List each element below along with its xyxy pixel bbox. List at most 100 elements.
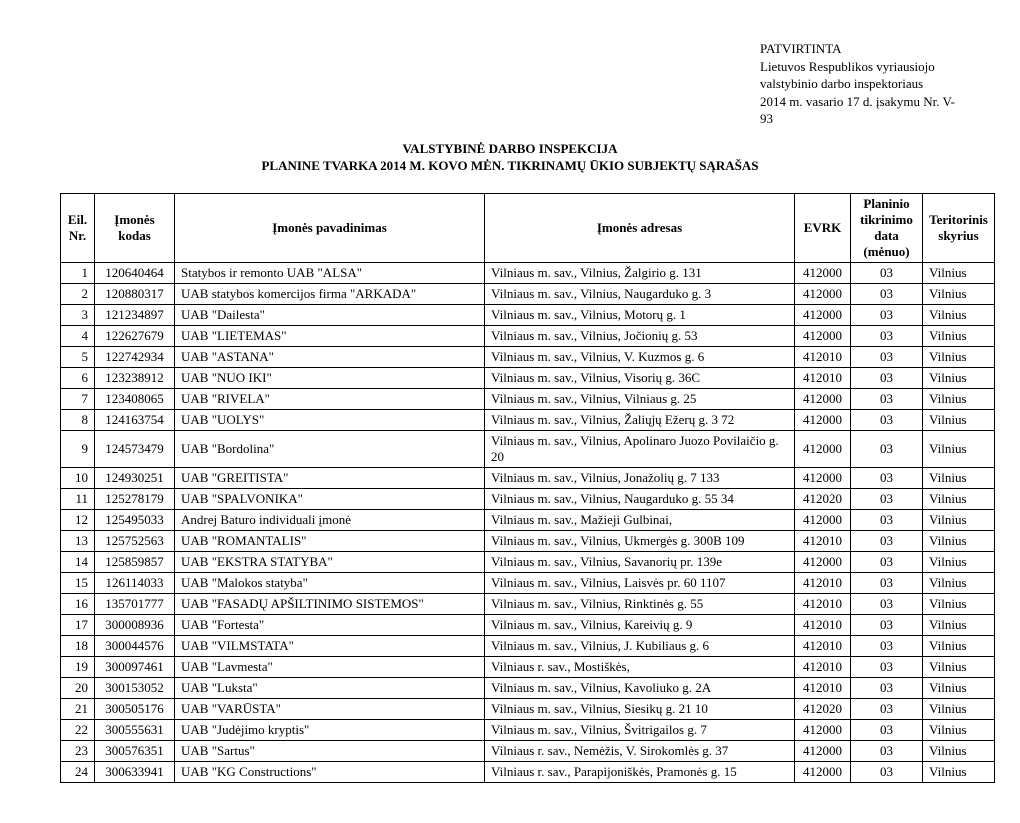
cell-evrk: 412000 [795, 388, 851, 409]
document-header: VALSTYBINĖ DARBO INSPEKCIJA PLANINE TVAR… [60, 140, 960, 175]
cell-code: 125495033 [95, 509, 175, 530]
cell-nr: 17 [61, 614, 95, 635]
cell-region: Vilnius [923, 614, 995, 635]
cell-evrk: 412010 [795, 367, 851, 388]
cell-evrk: 412000 [795, 409, 851, 430]
cell-evrk: 412020 [795, 698, 851, 719]
cell-region: Vilnius [923, 530, 995, 551]
cell-code: 120880317 [95, 283, 175, 304]
cell-code: 120640464 [95, 262, 175, 283]
table-body: 1120640464Statybos ir remonto UAB "ALSA"… [61, 262, 995, 782]
cell-evrk: 412010 [795, 346, 851, 367]
approval-line-2: Lietuvos Respublikos vyriausiojo [760, 58, 960, 76]
cell-code: 300097461 [95, 656, 175, 677]
cell-name: UAB "KG Constructions" [175, 761, 485, 782]
table-row: 4122627679UAB "LIETEMAS"Vilniaus m. sav.… [61, 325, 995, 346]
cell-code: 300044576 [95, 635, 175, 656]
cell-code: 124930251 [95, 467, 175, 488]
cell-code: 124163754 [95, 409, 175, 430]
cell-date: 03 [851, 430, 923, 467]
cell-nr: 20 [61, 677, 95, 698]
cell-addr: Vilniaus m. sav., Vilnius, Kareivių g. 9 [485, 614, 795, 635]
cell-date: 03 [851, 677, 923, 698]
cell-addr: Vilniaus r. sav., Nemėžis, V. Sirokomlės… [485, 740, 795, 761]
table-row: 19300097461UAB "Lavmesta"Vilniaus r. sav… [61, 656, 995, 677]
cell-addr: Vilniaus m. sav., Vilnius, Žaliųjų Ežerų… [485, 409, 795, 430]
cell-code: 122742934 [95, 346, 175, 367]
cell-nr: 6 [61, 367, 95, 388]
cell-region: Vilnius [923, 509, 995, 530]
cell-date: 03 [851, 283, 923, 304]
cell-code: 123408065 [95, 388, 175, 409]
cell-name: UAB "ROMANTALIS" [175, 530, 485, 551]
cell-code: 125859857 [95, 551, 175, 572]
cell-date: 03 [851, 761, 923, 782]
cell-region: Vilnius [923, 572, 995, 593]
cell-region: Vilnius [923, 551, 995, 572]
cell-code: 300505176 [95, 698, 175, 719]
cell-nr: 4 [61, 325, 95, 346]
cell-region: Vilnius [923, 488, 995, 509]
cell-evrk: 412000 [795, 467, 851, 488]
cell-addr: Vilniaus m. sav., Vilnius, Savanorių pr.… [485, 551, 795, 572]
cell-name: UAB "Dailesta" [175, 304, 485, 325]
cell-date: 03 [851, 719, 923, 740]
cell-date: 03 [851, 530, 923, 551]
cell-code: 121234897 [95, 304, 175, 325]
cell-addr: Vilniaus m. sav., Vilnius, Žalgirio g. 1… [485, 262, 795, 283]
cell-code: 124573479 [95, 430, 175, 467]
table-row: 9124573479UAB "Bordolina"Vilniaus m. sav… [61, 430, 995, 467]
cell-nr: 16 [61, 593, 95, 614]
cell-region: Vilnius [923, 346, 995, 367]
cell-code: 126114033 [95, 572, 175, 593]
cell-date: 03 [851, 488, 923, 509]
table-row: 7123408065UAB "RIVELA"Vilniaus m. sav., … [61, 388, 995, 409]
cell-region: Vilnius [923, 593, 995, 614]
cell-code: 125752563 [95, 530, 175, 551]
cell-code: 135701777 [95, 593, 175, 614]
cell-name: UAB "EKSTRA STATYBA" [175, 551, 485, 572]
col-header-nr: Eil. Nr. [61, 193, 95, 262]
cell-date: 03 [851, 304, 923, 325]
cell-evrk: 412000 [795, 551, 851, 572]
cell-evrk: 412010 [795, 614, 851, 635]
cell-name: UAB "LIETEMAS" [175, 325, 485, 346]
cell-date: 03 [851, 614, 923, 635]
cell-nr: 7 [61, 388, 95, 409]
cell-region: Vilnius [923, 467, 995, 488]
cell-name: UAB "UOLYS" [175, 409, 485, 430]
cell-name: UAB "NUO IKI" [175, 367, 485, 388]
cell-name: UAB "Malokos statyba" [175, 572, 485, 593]
cell-nr: 2 [61, 283, 95, 304]
cell-evrk: 412000 [795, 761, 851, 782]
cell-name: UAB "VARŪSTA" [175, 698, 485, 719]
cell-date: 03 [851, 593, 923, 614]
approval-line-3: valstybinio darbo inspektoriaus [760, 75, 960, 93]
cell-evrk: 412010 [795, 530, 851, 551]
cell-name: UAB "SPALVONIKA" [175, 488, 485, 509]
cell-region: Vilnius [923, 388, 995, 409]
cell-code: 122627679 [95, 325, 175, 346]
table-row: 14125859857UAB "EKSTRA STATYBA"Vilniaus … [61, 551, 995, 572]
cell-name: UAB "Lavmesta" [175, 656, 485, 677]
table-row: 20300153052UAB "Luksta"Vilniaus m. sav.,… [61, 677, 995, 698]
cell-addr: Vilniaus m. sav., Vilnius, Naugarduko g.… [485, 283, 795, 304]
cell-nr: 1 [61, 262, 95, 283]
col-header-date: Planinio tikrinimo data (mėnuo) [851, 193, 923, 262]
table-row: 22300555631UAB "Judėjimo kryptis"Vilniau… [61, 719, 995, 740]
cell-addr: Vilniaus m. sav., Vilnius, Ukmergės g. 3… [485, 530, 795, 551]
table-row: 13125752563UAB "ROMANTALIS"Vilniaus m. s… [61, 530, 995, 551]
cell-date: 03 [851, 388, 923, 409]
col-header-addr: Įmonės adresas [485, 193, 795, 262]
cell-nr: 12 [61, 509, 95, 530]
cell-region: Vilnius [923, 325, 995, 346]
cell-evrk: 412000 [795, 430, 851, 467]
header-line-2: PLANINE TVARKA 2014 M. KOVO MĖN. TIKRINA… [60, 157, 960, 175]
cell-addr: Vilniaus r. sav., Mostiškės, [485, 656, 795, 677]
cell-region: Vilnius [923, 304, 995, 325]
cell-nr: 13 [61, 530, 95, 551]
approval-block: PATVIRTINTA Lietuvos Respublikos vyriaus… [760, 40, 960, 128]
cell-nr: 15 [61, 572, 95, 593]
cell-addr: Vilniaus m. sav., Vilnius, Visorių g. 36… [485, 367, 795, 388]
cell-name: UAB "Bordolina" [175, 430, 485, 467]
